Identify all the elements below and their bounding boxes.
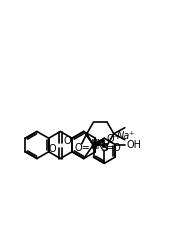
Text: O⁻: O⁻ xyxy=(106,134,119,144)
Text: HN: HN xyxy=(90,139,103,148)
Text: O: O xyxy=(48,143,56,154)
Text: O=: O= xyxy=(75,143,90,153)
Text: =O: =O xyxy=(106,143,122,153)
Text: O: O xyxy=(63,136,71,146)
Text: OH: OH xyxy=(126,139,141,150)
Text: Na⁺: Na⁺ xyxy=(116,131,135,141)
Text: HN: HN xyxy=(90,142,103,150)
Text: S: S xyxy=(100,143,108,153)
